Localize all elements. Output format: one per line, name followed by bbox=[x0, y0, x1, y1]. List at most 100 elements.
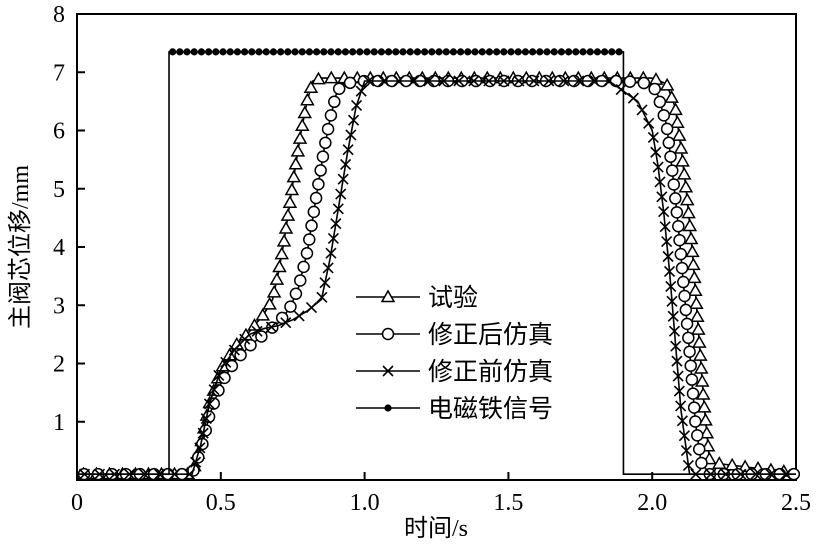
circle-marker bbox=[297, 260, 310, 274]
cross-marker bbox=[670, 340, 682, 352]
cross-marker bbox=[197, 427, 209, 439]
dot-marker bbox=[341, 48, 350, 56]
circle-marker bbox=[294, 274, 307, 287]
cross-marker bbox=[325, 247, 337, 259]
series-cross bbox=[77, 75, 796, 480]
triangle-marker bbox=[683, 231, 699, 245]
dot-marker bbox=[449, 48, 458, 56]
circle-marker bbox=[673, 233, 686, 247]
cross-marker bbox=[676, 415, 688, 427]
cross-marker bbox=[348, 114, 360, 126]
triangle-marker bbox=[292, 131, 308, 144]
circle-marker bbox=[316, 150, 330, 163]
x-tick-label: 0.5 bbox=[206, 490, 236, 516]
circle-marker bbox=[284, 300, 297, 313]
cross-marker bbox=[615, 83, 627, 96]
x-tick-label: 2.0 bbox=[637, 490, 667, 516]
dot-marker bbox=[615, 48, 623, 56]
dot-marker bbox=[219, 48, 227, 56]
triangle-marker bbox=[675, 153, 690, 167]
triangle-marker bbox=[686, 257, 701, 271]
cross-marker bbox=[332, 203, 344, 215]
dot-marker bbox=[413, 48, 422, 56]
cross-marker bbox=[239, 333, 251, 345]
circle-marker bbox=[672, 220, 685, 233]
dot-marker bbox=[593, 48, 602, 56]
dot-marker bbox=[557, 48, 566, 56]
triangle-marker bbox=[685, 244, 700, 258]
circle-marker bbox=[675, 261, 689, 275]
triangle-marker bbox=[737, 459, 753, 473]
x-tick-label: 1.0 bbox=[350, 490, 380, 516]
cross-marker bbox=[378, 75, 390, 87]
dot-marker bbox=[521, 48, 530, 56]
circle-marker bbox=[680, 317, 694, 331]
cross-marker bbox=[293, 310, 305, 322]
triangle-marker bbox=[694, 374, 710, 387]
cross-marker bbox=[663, 265, 676, 277]
y-tick-label: 1 bbox=[53, 410, 65, 436]
cross-marker bbox=[382, 365, 394, 377]
triangle-marker bbox=[712, 456, 727, 469]
circle-marker bbox=[677, 275, 690, 289]
series-dot bbox=[77, 48, 796, 475]
x-tick-label: 1.5 bbox=[493, 490, 523, 516]
cross-marker bbox=[453, 75, 465, 87]
triangle-marker bbox=[668, 102, 683, 116]
circle-marker bbox=[674, 247, 688, 261]
cross-marker bbox=[228, 344, 240, 356]
circle-marker bbox=[689, 415, 702, 428]
cross-marker bbox=[340, 158, 352, 170]
dot-marker bbox=[349, 48, 357, 56]
y-tick-label: 6 bbox=[53, 119, 65, 145]
triangle-marker bbox=[262, 296, 277, 310]
cross-marker bbox=[643, 117, 655, 129]
dot-marker bbox=[435, 48, 443, 56]
circle-marker bbox=[637, 76, 651, 90]
dot-marker bbox=[392, 48, 400, 56]
circle-marker bbox=[289, 287, 303, 300]
cross-marker bbox=[316, 291, 328, 303]
triangle-marker bbox=[294, 118, 310, 132]
dot-marker bbox=[305, 48, 314, 56]
cross-marker bbox=[468, 75, 480, 87]
y-tick-label: 3 bbox=[53, 293, 65, 319]
axes: 0 0.5 1.0 1.5 2.0 2.5 1 2 3 4 5 6 7 8 bbox=[53, 2, 811, 516]
cross-marker bbox=[543, 75, 555, 87]
circle-marker bbox=[218, 371, 231, 385]
cross-marker bbox=[342, 144, 354, 156]
cross-marker bbox=[513, 75, 525, 87]
legend-item: 试验 bbox=[356, 284, 478, 312]
cross-marker bbox=[673, 385, 685, 397]
dot-marker bbox=[529, 48, 537, 56]
circle-marker bbox=[685, 373, 699, 386]
circle-marker bbox=[309, 191, 323, 205]
dot-marker bbox=[550, 48, 558, 56]
dot-marker bbox=[572, 48, 580, 56]
dot-marker bbox=[262, 48, 270, 56]
y-tick-label: 4 bbox=[53, 235, 65, 261]
dot-marker bbox=[500, 48, 508, 56]
triangle-marker bbox=[303, 80, 319, 94]
dot-marker bbox=[320, 48, 328, 56]
triangle-marker bbox=[671, 128, 687, 141]
triangle-marker bbox=[698, 412, 713, 426]
x-tick-label: 2.5 bbox=[781, 490, 811, 516]
dot-marker bbox=[356, 48, 364, 56]
dot-marker bbox=[536, 48, 544, 56]
cross-marker bbox=[682, 459, 694, 472]
circle-marker bbox=[332, 82, 346, 96]
cross-marker bbox=[183, 468, 196, 480]
triangle-marker bbox=[266, 284, 282, 298]
cross-marker bbox=[190, 456, 202, 468]
circle-marker bbox=[307, 205, 321, 219]
circle-marker bbox=[686, 387, 700, 400]
dot-marker bbox=[478, 48, 486, 56]
triangle-marker bbox=[284, 182, 300, 196]
circle-marker bbox=[660, 122, 674, 136]
dot-marker bbox=[334, 48, 342, 56]
cross-marker bbox=[671, 355, 683, 367]
y-axis-label: 主阀芯位移/mm bbox=[7, 165, 34, 329]
